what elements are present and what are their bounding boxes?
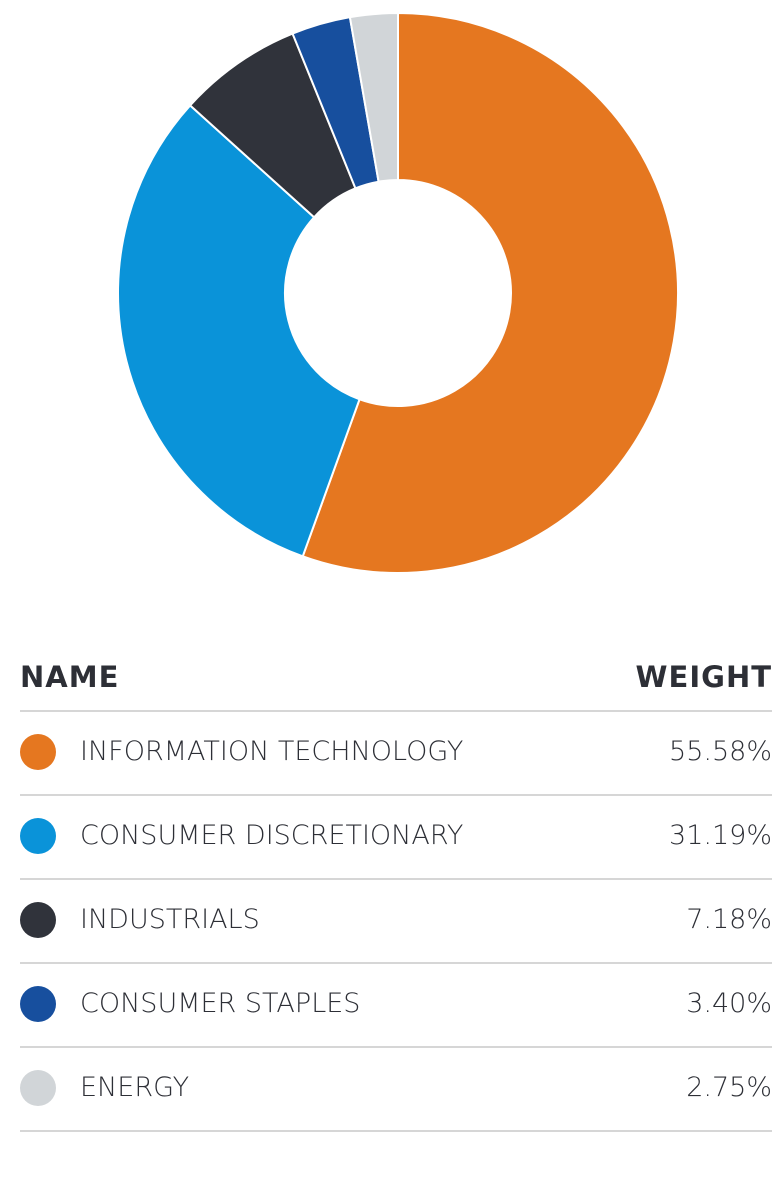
category-name: ENERGY xyxy=(80,1072,190,1103)
category-name: CONSUMER STAPLES xyxy=(80,988,361,1019)
donut-slice xyxy=(301,11,680,574)
name-cell: ENERGY xyxy=(20,1062,470,1114)
weight-value: 3.40% xyxy=(686,988,772,1019)
table-header: NAME WEIGHT xyxy=(20,644,772,712)
table-row: CONSUMER DISCRETIONARY 31.19% xyxy=(20,796,772,880)
table-row: CONSUMER STAPLES 3.40% xyxy=(20,964,772,1048)
legend-swatch xyxy=(20,986,56,1022)
legend-table: NAME WEIGHT INFORMATION TECHNOLOGY 55.58%… xyxy=(20,644,772,1132)
legend-swatch xyxy=(20,818,56,854)
weight-value: 7.18% xyxy=(686,904,772,935)
donut-chart xyxy=(117,11,680,574)
weight-value: 55.58% xyxy=(669,736,772,767)
table-row: INFORMATION TECHNOLOGY 55.58% xyxy=(20,712,772,796)
table-row: ENERGY 2.75% xyxy=(20,1048,772,1132)
name-cell: INDUSTRIALS xyxy=(20,894,470,946)
table-row: INDUSTRIALS 7.18% xyxy=(20,880,772,964)
name-cell: INFORMATION TECHNOLOGY xyxy=(20,726,470,778)
name-cell: CONSUMER STAPLES xyxy=(20,978,470,1030)
category-name: INFORMATION TECHNOLOGY xyxy=(80,736,464,767)
weight-value: 2.75% xyxy=(686,1072,772,1103)
legend-swatch xyxy=(20,902,56,938)
header-name: NAME xyxy=(20,660,120,694)
header-weight: WEIGHT xyxy=(635,660,772,694)
category-name: INDUSTRIALS xyxy=(80,904,260,935)
legend-swatch xyxy=(20,1070,56,1106)
legend-swatch xyxy=(20,734,56,770)
donut-slice xyxy=(117,104,361,558)
name-cell: CONSUMER DISCRETIONARY xyxy=(20,810,470,862)
weight-value: 31.19% xyxy=(669,820,772,851)
category-name: CONSUMER DISCRETIONARY xyxy=(80,820,464,851)
donut-slice xyxy=(348,11,399,183)
